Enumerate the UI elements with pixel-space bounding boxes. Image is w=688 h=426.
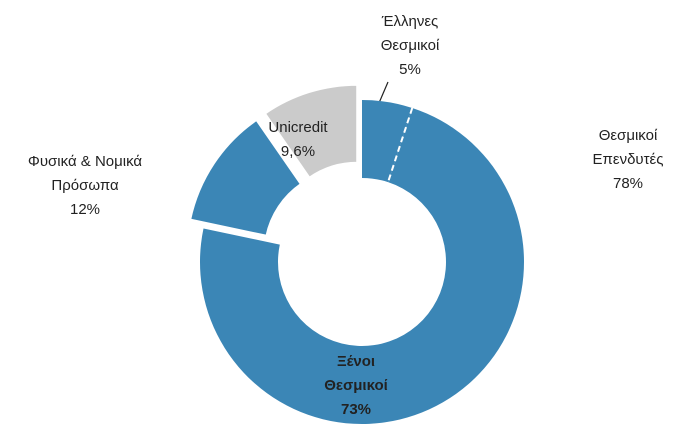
- slice-label: Φυσικά & Νομικά Πρόσωπα 12%: [28, 153, 143, 218]
- donut-slice: [263, 83, 359, 180]
- slice-label-line: Πρόσωπα: [51, 177, 119, 194]
- donut-slice: [362, 100, 413, 183]
- slice-label-line: Unicredit: [268, 119, 328, 136]
- donut-slice: [199, 107, 524, 425]
- annotation-line: Θεσμικοί: [599, 127, 658, 144]
- slice-label-line: Θεσμικοί: [324, 377, 388, 394]
- slice-value-label: 73%: [341, 401, 371, 418]
- slice-label: Έλληνες Θεσμικοί 5%: [381, 13, 440, 78]
- annotation-line: 78%: [613, 175, 643, 192]
- slice-label: Ξένοι Θεσμικοί 73%: [324, 353, 388, 418]
- annotation-line: Επενδυτές: [593, 151, 664, 168]
- slice-label: Unicredit 9,6%: [268, 119, 328, 160]
- group-annotation: Θεσμικοί Επενδυτές 78%: [593, 127, 664, 192]
- leader-line: [378, 81, 389, 104]
- slice-label-line: Θεσμικοί: [381, 37, 440, 54]
- slice-value-label: 9,6%: [281, 143, 315, 160]
- slice-label-line: Φυσικά & Νομικά: [28, 153, 143, 170]
- slice-value-label: 12%: [70, 201, 100, 218]
- slice-label-line: Ξένοι: [337, 353, 375, 370]
- slice-label-line: Έλληνες: [381, 13, 439, 30]
- slice-divider: [387, 107, 414, 183]
- donut-slice: [188, 118, 303, 237]
- slice-value-label: 5%: [399, 61, 421, 78]
